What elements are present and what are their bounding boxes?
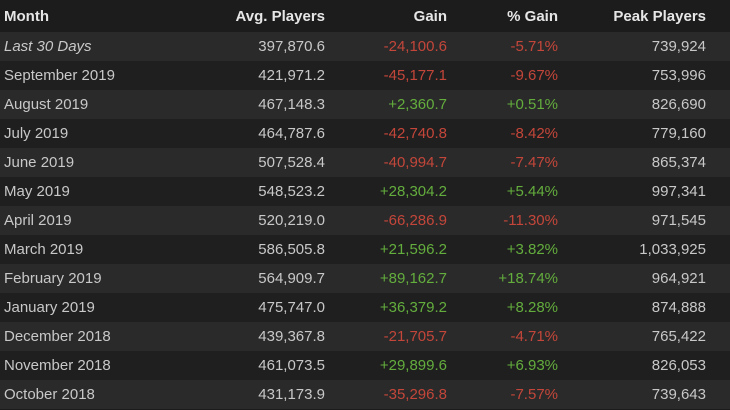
table-cell: -45,177.1 bbox=[325, 61, 447, 90]
table-cell: 779,160 bbox=[558, 119, 730, 148]
table-cell: 421,971.2 bbox=[184, 61, 325, 90]
table-cell: 765,422 bbox=[558, 322, 730, 351]
table-cell: 753,996 bbox=[558, 61, 730, 90]
table-cell: 397,870.6 bbox=[184, 32, 325, 61]
table-cell: +6.93% bbox=[447, 351, 558, 380]
table-cell: -9.67% bbox=[447, 61, 558, 90]
table-cell: -4.71% bbox=[447, 322, 558, 351]
header-row: Month Avg. Players Gain% Gain Peak Players bbox=[0, 0, 730, 32]
table-cell: February 2019 bbox=[0, 264, 184, 293]
table-cell: +21,596.2 bbox=[325, 235, 447, 264]
column-header: % Gain bbox=[447, 0, 558, 32]
table-cell: -40,994.7 bbox=[325, 148, 447, 177]
table-row: July 2019 464,787.6 -42,740.8 -8.42% 779,160 bbox=[0, 119, 730, 148]
column-header: Avg. Players bbox=[184, 0, 325, 32]
table-cell: +3.82% bbox=[447, 235, 558, 264]
table-row: August 2019 467,148.3 +2,360.7 +0.51% 826,69… bbox=[0, 90, 730, 119]
table-row: May 2019 548,523.2 +28,304.2 +5.44% 997,341 bbox=[0, 177, 730, 206]
table-cell: -24,100.6 bbox=[325, 32, 447, 61]
table-cell: November 2018 bbox=[0, 351, 184, 380]
table-cell: 467,148.3 bbox=[184, 90, 325, 119]
table-cell: 997,341 bbox=[558, 177, 730, 206]
column-header: Month bbox=[0, 0, 184, 32]
column-header: Gain bbox=[325, 0, 447, 32]
table-cell: -11.30% bbox=[447, 206, 558, 235]
table-cell: January 2019 bbox=[0, 293, 184, 322]
table-cell: +0.51% bbox=[447, 90, 558, 119]
table-cell: 464,787.6 bbox=[184, 119, 325, 148]
table-cell: -7.57% bbox=[447, 380, 558, 409]
table-cell: -7.47% bbox=[447, 148, 558, 177]
table-row: March 2019 586,505.8 +21,596.2 +3.82% 1,033,… bbox=[0, 235, 730, 264]
table-row: Last 30 Days 397,870.6 -24,100.6 -5.71% 739,… bbox=[0, 32, 730, 61]
table-cell: -66,286.9 bbox=[325, 206, 447, 235]
table-row: June 2019 507,528.4 -40,994.7 -7.47% 865,374 bbox=[0, 148, 730, 177]
table-row: February 2019 564,909.7 +89,162.7 +18.74% 96… bbox=[0, 264, 730, 293]
table-cell: 865,374 bbox=[558, 148, 730, 177]
table-cell: 431,173.9 bbox=[184, 380, 325, 409]
table-row: January 2019 475,747.0 +36,379.2 +8.28% 874,… bbox=[0, 293, 730, 322]
table-cell: -42,740.8 bbox=[325, 119, 447, 148]
table-cell: +5.44% bbox=[447, 177, 558, 206]
table-cell: 739,924 bbox=[558, 32, 730, 61]
table-cell: 586,505.8 bbox=[184, 235, 325, 264]
table-cell: 507,528.4 bbox=[184, 148, 325, 177]
table-cell: Last 30 Days bbox=[0, 32, 184, 61]
table-cell: 461,073.5 bbox=[184, 351, 325, 380]
table-cell: June 2019 bbox=[0, 148, 184, 177]
table-cell: +36,379.2 bbox=[325, 293, 447, 322]
table-cell: +2,360.7 bbox=[325, 90, 447, 119]
table-cell: 520,219.0 bbox=[184, 206, 325, 235]
table-cell: +8.28% bbox=[447, 293, 558, 322]
table-cell: 971,545 bbox=[558, 206, 730, 235]
table-cell: March 2019 bbox=[0, 235, 184, 264]
table-cell: July 2019 bbox=[0, 119, 184, 148]
table-cell: 1,033,925 bbox=[558, 235, 730, 264]
table-row: December 2018 439,367.8 -21,705.7 -4.71% 765… bbox=[0, 322, 730, 351]
table-row: November 2018 461,073.5 +29,899.6 +6.93% 826… bbox=[0, 351, 730, 380]
table-cell: 475,747.0 bbox=[184, 293, 325, 322]
table-cell: 739,643 bbox=[558, 380, 730, 409]
table-cell: +89,162.7 bbox=[325, 264, 447, 293]
table-cell: October 2018 bbox=[0, 380, 184, 409]
table-cell: 826,690 bbox=[558, 90, 730, 119]
table-row: April 2019 520,219.0 -66,286.9 -11.30% 971,5… bbox=[0, 206, 730, 235]
table-cell: 964,921 bbox=[558, 264, 730, 293]
table-row: October 2018 431,173.9 -35,296.8 -7.57% 739,… bbox=[0, 380, 730, 409]
table-cell: 826,053 bbox=[558, 351, 730, 380]
table-cell: -8.42% bbox=[447, 119, 558, 148]
table-cell: +28,304.2 bbox=[325, 177, 447, 206]
table-cell: 439,367.8 bbox=[184, 322, 325, 351]
table-body: Last 30 Days 397,870.6 -24,100.6 -5.71% 739,… bbox=[0, 32, 730, 409]
table-cell: 548,523.2 bbox=[184, 177, 325, 206]
table-cell: -21,705.7 bbox=[325, 322, 447, 351]
table-cell: 874,888 bbox=[558, 293, 730, 322]
table-cell: +18.74% bbox=[447, 264, 558, 293]
table-cell: September 2019 bbox=[0, 61, 184, 90]
column-header: Peak Players bbox=[558, 0, 730, 32]
table-cell: August 2019 bbox=[0, 90, 184, 119]
table-cell: +29,899.6 bbox=[325, 351, 447, 380]
table-cell: December 2018 bbox=[0, 322, 184, 351]
table-cell: April 2019 bbox=[0, 206, 184, 235]
table-cell: -35,296.8 bbox=[325, 380, 447, 409]
table-cell: 564,909.7 bbox=[184, 264, 325, 293]
table-cell: May 2019 bbox=[0, 177, 184, 206]
table-cell: -5.71% bbox=[447, 32, 558, 61]
table-row: September 2019 421,971.2 -45,177.1 -9.67% 75… bbox=[0, 61, 730, 90]
